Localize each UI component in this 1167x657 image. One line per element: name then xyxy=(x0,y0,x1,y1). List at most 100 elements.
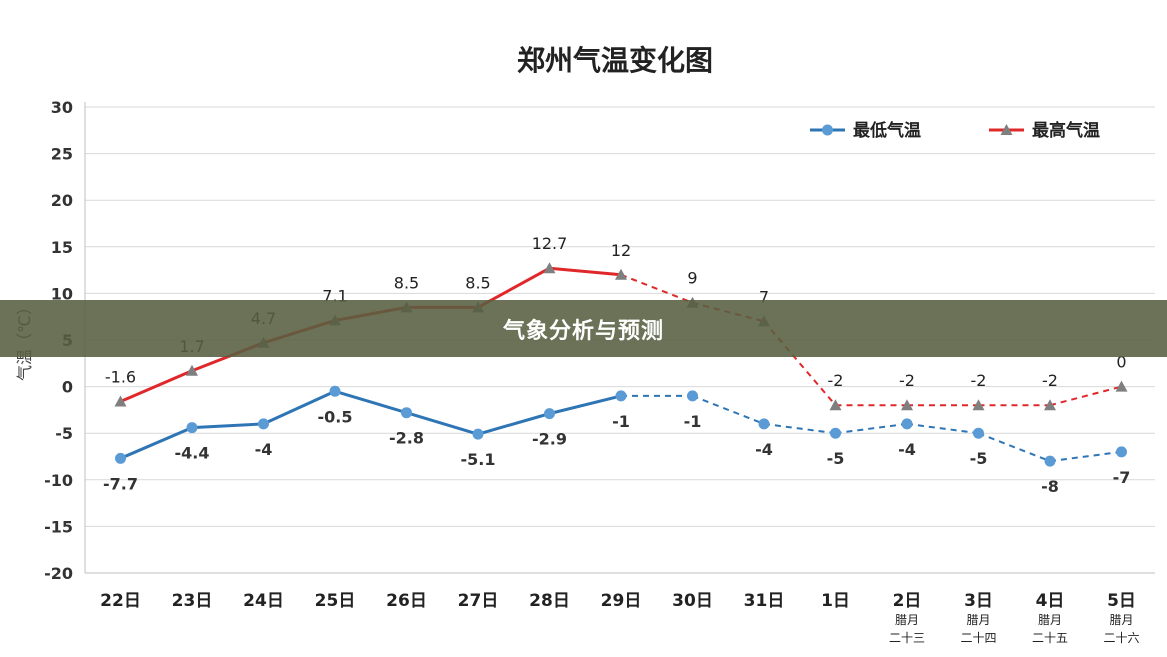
axes: 302520151050-5-10-15-2022日23日24日25日26日27… xyxy=(44,98,1155,645)
x-tick-label: 22日 xyxy=(100,591,141,611)
x-tick-sublabel: 二十三 xyxy=(889,631,925,645)
x-tick-label: 31日 xyxy=(744,591,785,611)
low-temp-segment xyxy=(978,432,1051,463)
high-temp-marker xyxy=(114,395,127,407)
low-temp-segment xyxy=(119,426,193,460)
high-temp-label: 0 xyxy=(1116,353,1126,372)
high-temp-label: 12.7 xyxy=(532,234,568,253)
chart-title: 郑州气温变化图 xyxy=(517,44,713,77)
y-tick-label: -10 xyxy=(44,471,73,490)
x-tick-label: 23日 xyxy=(172,591,213,611)
x-tick-sublabel: 二十六 xyxy=(1103,631,1139,645)
x-tick-label: 26日 xyxy=(386,591,427,611)
high-temp-label: -2 xyxy=(899,371,915,390)
low-temp-marker xyxy=(830,427,841,439)
x-tick-label: 2日 xyxy=(893,591,922,611)
low-temp-marker xyxy=(329,385,341,397)
low-temp-marker xyxy=(1044,455,1056,467)
x-tick-label: 29日 xyxy=(601,591,642,611)
y-tick-label: -20 xyxy=(44,564,73,583)
high-temp-marker xyxy=(972,399,985,411)
x-tick-label: 24日 xyxy=(243,591,284,611)
low-temp-marker xyxy=(687,390,698,402)
y-tick-label: 30 xyxy=(51,98,73,117)
low-temp-marker xyxy=(544,408,555,420)
low-temp-label: -4.4 xyxy=(175,444,210,463)
high-temp-marker xyxy=(1044,399,1056,411)
high-temp-label: -2 xyxy=(971,371,987,390)
series: -7.7 -4.4 -4 -0.5 -2.8 -5.1 -2.9 -1 -1 -4 -5 -4 -5 -8… xyxy=(103,234,1130,496)
low-temp-label: -1 xyxy=(684,412,702,431)
x-tick-sublabel: 腊月 xyxy=(966,613,990,627)
banner-text: 气象分析与预测 xyxy=(502,318,664,344)
y-tick-label: -15 xyxy=(44,517,73,536)
x-tick-label: 4日 xyxy=(1036,591,1065,611)
high-temp-segment xyxy=(620,273,693,304)
high-temp-segment xyxy=(549,266,622,277)
x-tick-sublabel: 腊月 xyxy=(895,613,919,627)
low-temp-marker xyxy=(115,452,126,464)
low-temp-marker xyxy=(258,418,269,430)
y-tick-label: -5 xyxy=(55,424,73,443)
y-tick-label: 0 xyxy=(62,378,73,397)
low-temp-marker xyxy=(973,427,984,439)
low-temp-segment xyxy=(763,422,836,435)
low-temp-marker xyxy=(615,390,627,402)
high-temp-marker xyxy=(543,262,556,274)
low-temp-marker xyxy=(901,418,913,430)
low-temp-segment xyxy=(692,394,765,425)
low-temp-marker xyxy=(401,407,412,419)
low-temp-segment xyxy=(334,389,407,415)
high-temp-label: 8.5 xyxy=(394,273,419,292)
x-tick-label: 27日 xyxy=(458,591,499,611)
x-tick-label: 28日 xyxy=(529,591,570,611)
x-tick-label: 25日 xyxy=(315,591,356,611)
x-tick-sublabel: 二十四 xyxy=(960,631,996,645)
x-tick-label: 5日 xyxy=(1107,591,1136,611)
y-tick-label: 25 xyxy=(51,145,73,164)
low-temp-marker xyxy=(186,422,198,434)
low-temp-label: -0.5 xyxy=(318,407,353,426)
title-banner: 气象分析与预测 xyxy=(0,300,1167,357)
high-temp-marker xyxy=(901,399,913,411)
low-temp-segment xyxy=(835,422,908,435)
low-temp-segment xyxy=(1049,450,1122,463)
y-tick-label: 10 xyxy=(51,284,73,303)
low-temp-label: -4 xyxy=(898,440,916,459)
x-tick-sublabel: 腊月 xyxy=(1038,613,1062,627)
low-temp-segment xyxy=(406,411,479,436)
high-temp-label: 12 xyxy=(611,241,631,260)
x-tick-label: 3日 xyxy=(964,591,993,611)
low-temp-label: -1 xyxy=(612,412,630,431)
low-temp-segment xyxy=(262,389,336,426)
high-temp-label: -2 xyxy=(828,371,844,390)
x-tick-sublabel: 腊月 xyxy=(1109,613,1133,627)
low-temp-segment xyxy=(477,412,550,436)
high-temp-label: 9 xyxy=(687,269,697,288)
low-temp-label: -5 xyxy=(827,449,845,468)
low-temp-segment xyxy=(549,394,622,416)
high-temp-marker xyxy=(615,268,627,280)
low-temp-label: -7 xyxy=(1113,468,1131,487)
low-temp-label: -4 xyxy=(755,440,773,459)
high-temp-label: -1.6 xyxy=(105,368,136,387)
legend-high-marker xyxy=(1000,124,1013,135)
legend: 最低气温 最高气温 xyxy=(810,120,1100,141)
x-tick-label: 1日 xyxy=(821,591,850,611)
y-tick-label: 20 xyxy=(51,191,73,210)
low-temp-marker xyxy=(758,418,770,430)
low-temp-label: -8 xyxy=(1041,477,1059,496)
low-temp-marker xyxy=(472,428,484,440)
legend-low-marker xyxy=(822,124,833,136)
low-temp-label: -4 xyxy=(255,440,273,459)
low-temp-label: -5.1 xyxy=(461,450,496,469)
high-temp-marker xyxy=(186,364,198,376)
high-temp-segment xyxy=(1049,385,1122,407)
low-temp-label: -2.9 xyxy=(532,430,567,449)
low-temp-segment xyxy=(906,422,979,435)
high-temp-marker xyxy=(829,399,842,411)
x-tick-sublabel: 二十五 xyxy=(1032,631,1068,645)
legend-low-label: 最低气温 xyxy=(853,120,921,141)
high-temp-segment xyxy=(763,320,837,406)
low-temp-segment xyxy=(191,422,264,430)
